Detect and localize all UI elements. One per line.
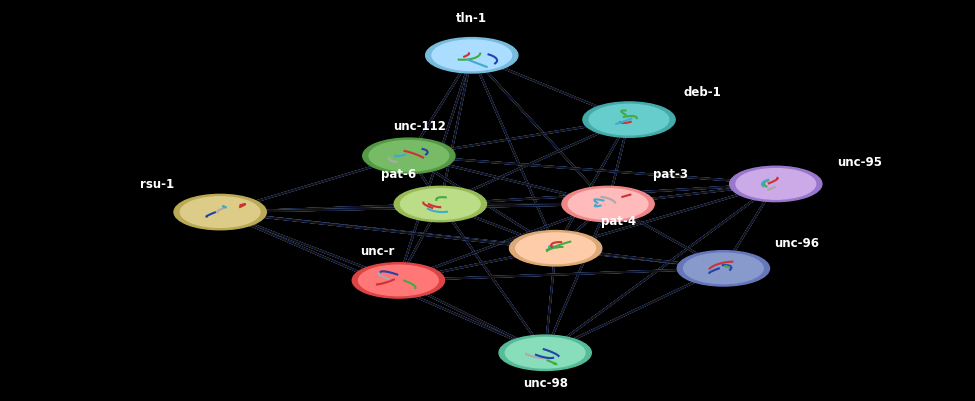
Text: unc-98: unc-98 [523,377,567,389]
Circle shape [394,187,487,222]
Circle shape [736,169,816,200]
Circle shape [568,189,648,220]
Text: unc-112: unc-112 [393,120,446,133]
Text: pat-6: pat-6 [381,168,416,181]
Circle shape [426,38,518,74]
Circle shape [359,265,438,296]
Circle shape [729,167,822,202]
Circle shape [363,139,455,174]
Circle shape [510,231,602,266]
Text: rsu-1: rsu-1 [140,178,175,191]
Text: unc-96: unc-96 [774,236,819,249]
Text: unc-r: unc-r [360,244,395,257]
Text: deb-1: deb-1 [683,86,722,99]
Circle shape [683,253,763,284]
Text: pat-3: pat-3 [653,168,688,181]
Circle shape [180,197,260,228]
Circle shape [432,41,512,71]
Circle shape [678,251,769,286]
Circle shape [516,233,596,264]
Text: unc-95: unc-95 [838,156,882,169]
Circle shape [401,189,480,220]
Circle shape [589,105,669,136]
Text: pat-4: pat-4 [601,214,636,227]
Circle shape [562,187,654,222]
Circle shape [369,141,448,172]
Circle shape [499,335,591,371]
Circle shape [505,338,585,368]
Circle shape [352,263,445,298]
Circle shape [583,103,675,138]
Text: tln-1: tln-1 [456,12,488,24]
Circle shape [174,195,266,230]
